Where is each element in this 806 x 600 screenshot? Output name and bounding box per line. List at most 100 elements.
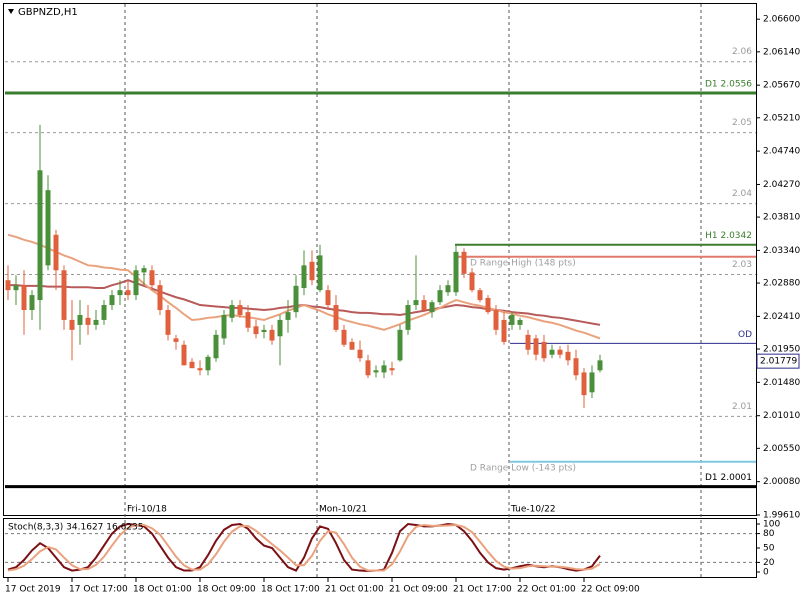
candle-body [37, 170, 43, 301]
candle-body [13, 285, 19, 291]
candle-body [493, 310, 499, 330]
x-tick-label: 17 Oct 2019 [5, 585, 61, 595]
candle-body [5, 280, 11, 291]
stoch-line [7, 523, 601, 572]
x-tick-label: 21 Oct 01:00 [325, 585, 384, 595]
candle-body [189, 361, 195, 369]
candle-body [197, 368, 203, 371]
menu-triangle[interactable] [8, 9, 14, 14]
round-level-label: 2.05 [732, 118, 752, 128]
y-tick-label: 2.03810 [763, 213, 800, 223]
level-label: H1 2.0342 [705, 231, 752, 241]
last-price-label: 2.01779 [760, 357, 797, 367]
candle-body [53, 234, 59, 271]
candle-body [221, 314, 227, 339]
candle-body [341, 329, 347, 345]
x-tick-label: 18 Oct 17:00 [261, 585, 320, 595]
candle-body [317, 255, 323, 291]
main-panel-frame [3, 3, 757, 516]
moving-average [7, 233, 601, 340]
y-tick-label: 2.04270 [763, 180, 800, 190]
candle-body [149, 270, 155, 286]
candle-body [173, 338, 179, 342]
candle-body [85, 317, 91, 325]
candle-body [549, 349, 555, 355]
candle-body [445, 285, 451, 293]
y-tick-label: 2.06600 [763, 15, 800, 25]
day-label: Tue-10/22 [510, 505, 556, 515]
candle-body [293, 285, 299, 313]
candle-body [117, 290, 123, 296]
stoch-title: Stoch(8,3,3) 34.1627 16.6235 [8, 523, 143, 533]
candle-body [541, 341, 547, 359]
candle-body [109, 295, 115, 306]
level-label: D1 2.0001 [705, 473, 752, 483]
y-tick-label: 2.05210 [763, 113, 800, 123]
candle-body [485, 297, 491, 313]
candle-body [165, 310, 171, 335]
candle-body [525, 334, 531, 350]
candle-body [517, 319, 523, 325]
candle-body [213, 334, 219, 359]
level-label: D Range Low (-143 pts) [470, 463, 576, 473]
stoch-panel-frame [3, 518, 757, 578]
x-tick-label: 21 Oct 17:00 [453, 585, 512, 595]
round-level-label: 2.01 [732, 402, 752, 412]
y-tick-label: 1.99610 [763, 511, 800, 521]
candle-body [349, 341, 355, 350]
candle-body [573, 358, 579, 376]
x-tick-label: 22 Oct 01:00 [517, 585, 576, 595]
candle-body [357, 349, 363, 359]
candle-body [45, 190, 51, 266]
x-tick-label: 17 Oct 17:00 [69, 585, 128, 595]
candle-body [301, 265, 307, 289]
candle-body [141, 268, 147, 273]
candle-body [429, 302, 435, 313]
candle-body [61, 270, 67, 320]
y-tick-label: 2.05670 [763, 81, 800, 91]
day-label-bg [318, 503, 364, 514]
level-label: D Range High (148 pts) [470, 258, 576, 268]
candle-body [365, 360, 371, 376]
candle-body [253, 326, 259, 335]
candle-body [565, 351, 571, 361]
candle-body [277, 319, 283, 337]
candle-body [181, 344, 187, 366]
candle-body [309, 261, 315, 281]
candle-body [533, 338, 539, 355]
chart-layer: Fri-10/18 Mon-10/21 Tue-10/22 2.06600 2.0614… [5, 4, 800, 595]
candle-body [21, 285, 27, 311]
candle-body [581, 372, 587, 396]
candle-body [333, 305, 339, 330]
candle-body [285, 312, 291, 320]
y-tick-label: 2.00080 [763, 477, 800, 487]
candle-body [269, 329, 275, 341]
y-tick-label: 80 [763, 529, 775, 539]
y-tick-label: 2.06140 [763, 47, 800, 57]
y-tick-label: 2.01010 [763, 411, 800, 421]
candle-body [421, 300, 427, 311]
candle-body [229, 305, 235, 318]
candle-body [469, 272, 475, 291]
candle-body [397, 329, 403, 361]
x-tick-label: 18 Oct 09:00 [197, 585, 256, 595]
candle-body [261, 329, 267, 332]
y-tick-label: 100 [763, 520, 780, 530]
y-tick-label: 50 [763, 544, 775, 554]
candle-body [461, 251, 467, 274]
candle-body [29, 295, 35, 311]
candle-body [205, 356, 211, 371]
chart-title: GBPNZD,H1 [18, 7, 78, 18]
candle-body [77, 314, 83, 325]
candle-body [413, 300, 419, 306]
y-tick-label: 2.01480 [763, 378, 800, 388]
candle-body [381, 365, 387, 373]
candle-body [157, 285, 163, 311]
day-label-bg [126, 503, 172, 514]
candle-body [477, 290, 483, 301]
round-level-label: 2.04 [732, 189, 752, 199]
day-label-bg [510, 503, 556, 514]
candle-body [69, 319, 75, 330]
